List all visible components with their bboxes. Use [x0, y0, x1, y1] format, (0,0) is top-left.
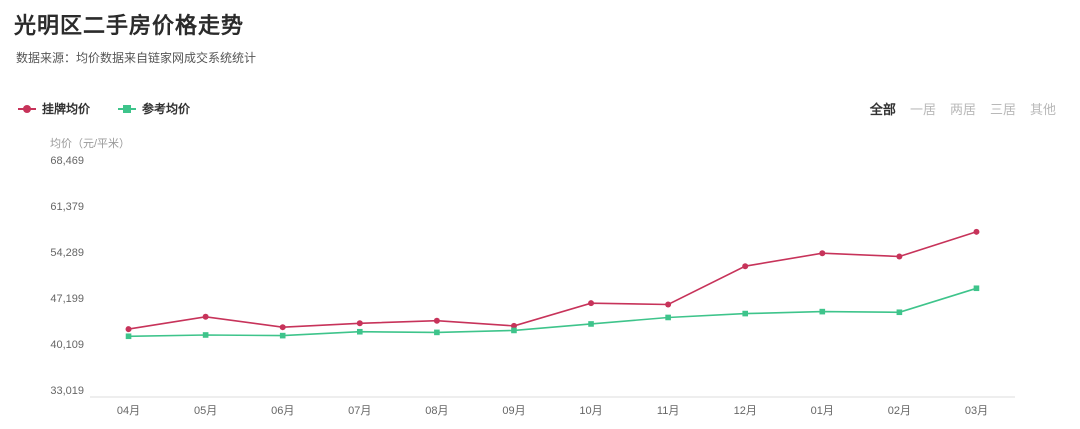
y-tick-label: 54,289: [50, 247, 84, 259]
filter-one-room[interactable]: 一居: [909, 102, 936, 117]
data-point-listing: [973, 228, 980, 235]
data-point-listing: [433, 317, 440, 324]
y-axis-label: 均价（元/平米）: [50, 138, 131, 150]
data-point-reference: [356, 328, 363, 335]
x-tick-label: 06月: [271, 405, 294, 417]
filter-all[interactable]: 全部: [869, 102, 896, 117]
data-point-reference: [819, 308, 826, 315]
legend-marker-reference-icon: [118, 104, 137, 114]
x-tick-label: 12月: [734, 405, 757, 417]
y-tick-label: 40,109: [50, 339, 84, 351]
data-point-reference: [434, 329, 440, 336]
data-point-reference: [588, 321, 594, 327]
x-tick-label: 02月: [888, 405, 911, 417]
legend-label-listing: 挂牌均价: [42, 102, 91, 116]
series-line-reference: [128, 287, 977, 338]
data-point-listing: [279, 324, 286, 331]
data-point-listing: [742, 263, 749, 270]
data-point-listing: [125, 326, 132, 333]
legend-label-reference: 参考均价: [142, 102, 191, 116]
x-tick-label: 08月: [425, 405, 448, 417]
y-tick-label: 47,199: [50, 293, 84, 305]
data-point-reference: [202, 332, 209, 338]
filter-other[interactable]: 其他: [1029, 102, 1056, 117]
room-filter-tabs: 全部 一居 两居 三居 其他: [870, 99, 1056, 118]
data-point-reference: [896, 309, 903, 316]
x-tick-label: 07月: [348, 405, 371, 417]
data-point-listing: [356, 320, 363, 327]
filter-three-room[interactable]: 三居: [989, 102, 1016, 117]
legend: 挂牌均价 参考均价: [18, 100, 190, 117]
data-point-listing: [819, 250, 826, 257]
x-tick-label: 09月: [502, 405, 525, 417]
legend-item-reference[interactable]: 参考均价: [118, 100, 190, 117]
legend-marker-listing-icon: [18, 104, 36, 114]
data-point-reference: [511, 327, 517, 334]
legend-item-listing[interactable]: 挂牌均价: [18, 100, 90, 117]
x-tick-label: 10月: [579, 405, 602, 417]
chart-subtitle: 数据来源：均价数据来自链家网成交系统统计: [16, 51, 257, 65]
data-point-reference: [665, 314, 671, 321]
chart-title: 光明区二手房价格走势: [14, 13, 245, 38]
data-point-listing: [588, 300, 595, 307]
data-point-listing: [202, 313, 209, 320]
y-tick-label: 61,379: [50, 201, 84, 213]
data-point-reference: [279, 332, 286, 339]
x-tick-label: 03月: [965, 405, 988, 417]
x-tick-label: 04月: [117, 405, 140, 417]
data-point-reference: [125, 333, 132, 340]
series-line-listing: [128, 231, 977, 330]
data-point-listing: [896, 253, 903, 260]
filter-two-room[interactable]: 两居: [949, 102, 976, 117]
y-tick-label: 33,019: [50, 385, 84, 397]
data-point-reference: [973, 285, 980, 292]
data-point-listing: [665, 301, 672, 308]
x-tick-label: 05月: [194, 405, 217, 417]
data-point-reference: [742, 310, 749, 317]
y-tick-label: 68,469: [50, 155, 84, 167]
x-tick-label: 11月: [657, 405, 679, 417]
data-point-listing: [510, 322, 517, 329]
x-tick-label: 01月: [811, 405, 834, 417]
